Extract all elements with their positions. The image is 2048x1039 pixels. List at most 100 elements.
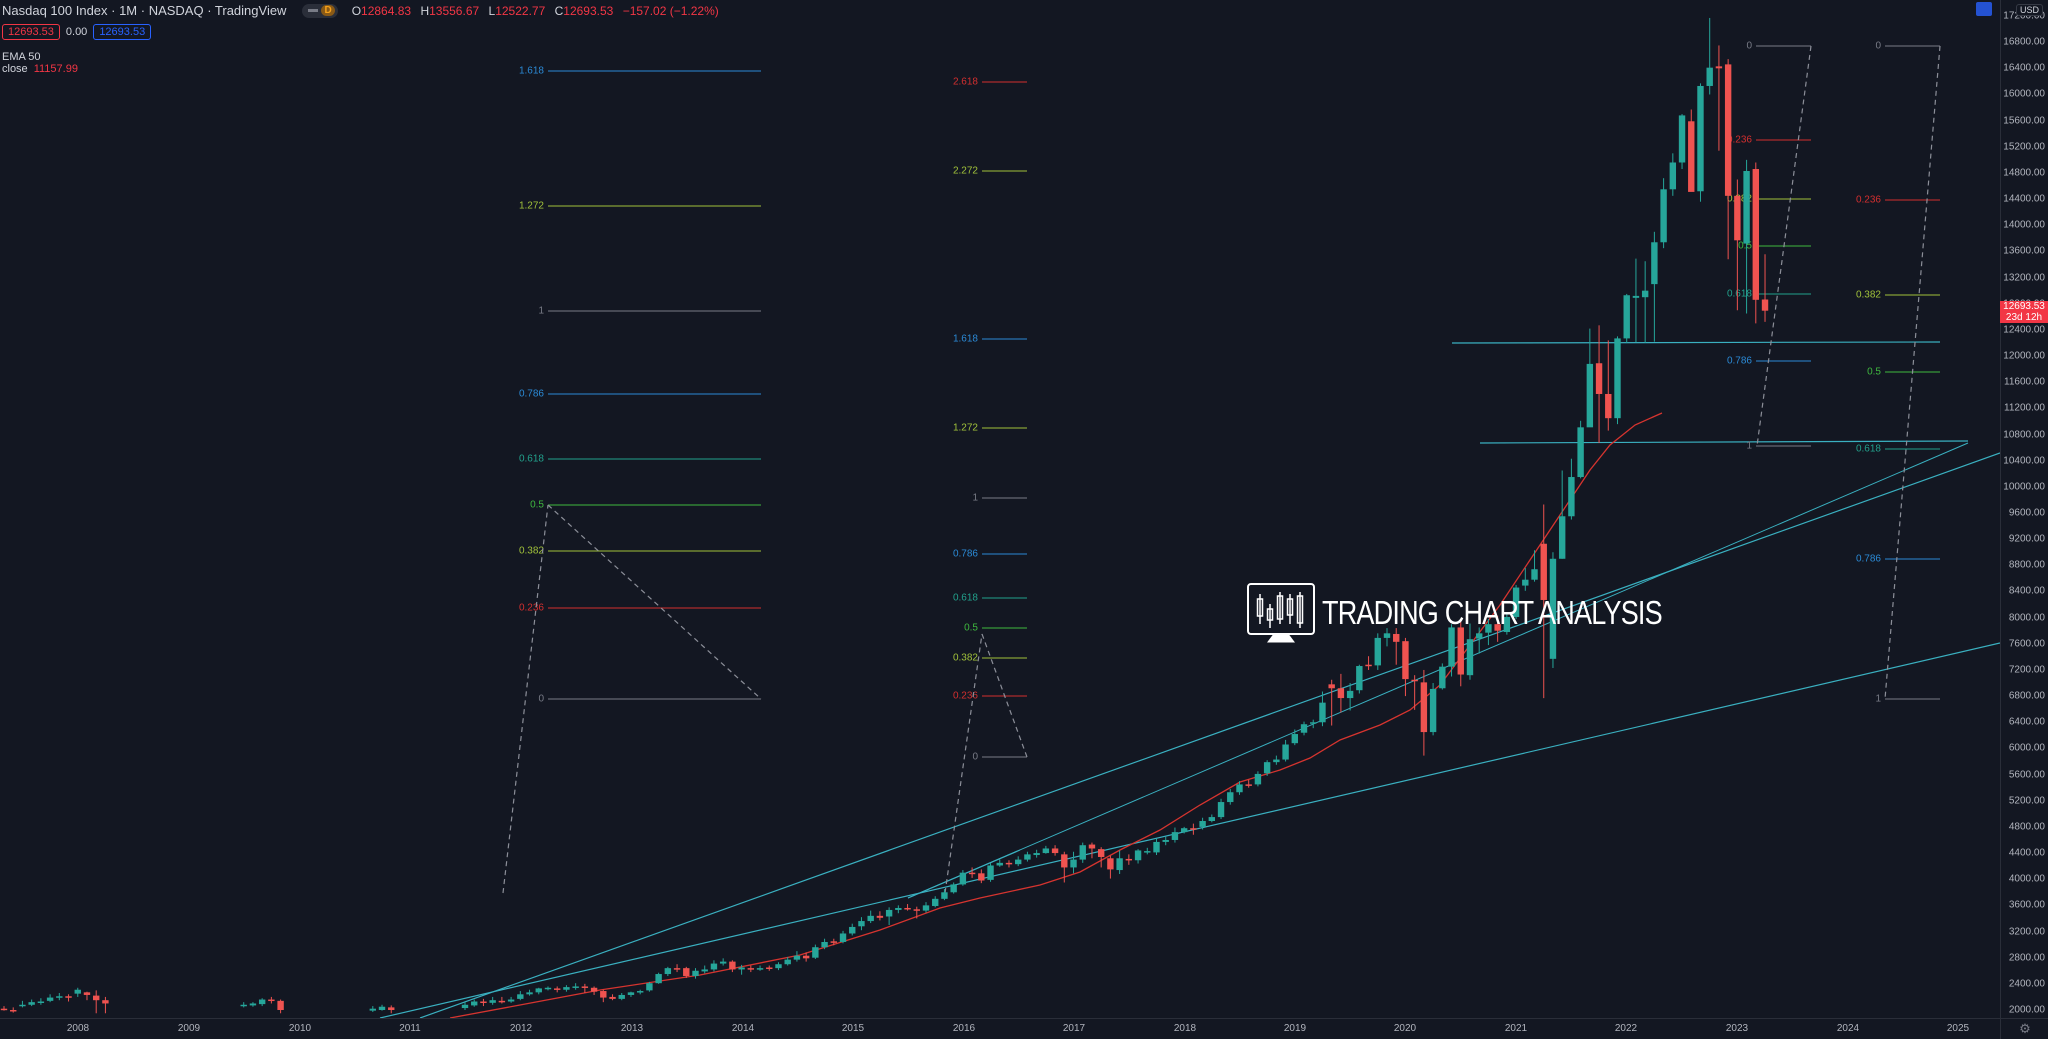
candle-body[interactable] [793,955,801,960]
candle-body[interactable] [885,909,893,917]
buy-price-button[interactable]: 12693.53 [93,24,152,40]
candle-body[interactable] [1678,115,1686,163]
candle-body[interactable] [1180,828,1188,833]
candle-body[interactable] [1005,862,1013,865]
candle-body[interactable] [102,1000,109,1004]
candle-body[interactable] [1512,587,1520,617]
candle-body[interactable] [1245,784,1252,786]
candle-body[interactable] [1429,688,1437,733]
candle-body[interactable] [729,961,736,970]
candle-body[interactable] [1153,841,1160,853]
candle-body[interactable] [572,986,579,988]
candle-body[interactable] [1171,832,1179,840]
candle-body[interactable] [1439,666,1446,689]
candle-body[interactable] [1116,858,1123,871]
candle-body[interactable] [627,992,635,995]
candle-body[interactable] [1328,684,1335,689]
candle-body[interactable] [913,909,920,911]
candle-body[interactable] [1015,859,1022,865]
candle-body[interactable] [1669,162,1677,190]
candle-body[interactable] [876,915,884,918]
candle-body[interactable] [646,983,653,991]
candle-body[interactable] [1577,427,1584,478]
fib-extension-2012[interactable]: 1.618 1.272 1 0.786 0.618 0.5 0.382 0.236 0 [519,66,761,705]
symbol-title[interactable]: Nasdaq 100 Index · 1M · NASDAQ · Trading… [2,3,287,18]
candle-body[interactable] [1310,722,1317,724]
candle-body[interactable] [719,961,727,964]
candle-body[interactable] [830,941,837,943]
horizontal-support-line[interactable] [1451,341,1941,344]
candle-body[interactable] [1254,773,1262,785]
candle-body[interactable] [480,1001,487,1003]
candle-body[interactable] [1457,627,1464,675]
candle-body[interactable] [46,997,54,1001]
candle-body[interactable] [517,994,524,999]
candle-body[interactable] [10,1010,17,1012]
candle-body[interactable] [959,872,967,885]
candle-body[interactable] [1743,170,1750,244]
candle-body[interactable] [1134,850,1142,861]
candle-body[interactable] [1715,66,1723,69]
candle-body[interactable] [932,898,939,907]
candle-body[interactable] [1632,295,1640,298]
candle-body[interactable] [1337,688,1345,699]
candle-body[interactable] [1697,85,1704,192]
candle-body[interactable] [812,947,819,958]
candle-body[interactable] [1190,828,1197,830]
candle-body[interactable] [839,933,847,942]
candle-body[interactable] [74,989,81,994]
candle-body[interactable] [1558,516,1566,559]
candle-body[interactable] [618,994,625,999]
candle-body[interactable] [664,968,672,975]
candle-body[interactable] [802,955,810,959]
candle-body[interactable] [1402,641,1409,680]
candle-body[interactable] [1706,67,1713,86]
candle-body[interactable] [673,968,681,970]
candle-body[interactable] [950,884,957,893]
candle-body[interactable] [1300,724,1308,733]
candle-body[interactable] [1282,744,1289,760]
candle-body[interactable] [655,974,662,984]
candle-body[interactable] [258,999,266,1005]
candle-body[interactable] [1494,624,1501,631]
candle-body[interactable] [636,991,644,993]
time-axis[interactable]: 2008 2009 2010 2011 2012 2013 2014 2015 2016 2017… [0,1018,2000,1039]
trendline-hidden[interactable] [907,442,1969,899]
candle-body[interactable] [461,1004,469,1009]
candle-body[interactable] [867,915,874,922]
price-axis[interactable]: USD 17200.00 16800.00 16400.00 16000.00 1560… [2000,0,2048,1018]
candle-body[interactable] [590,987,598,992]
candle-body[interactable] [1346,690,1354,699]
candle-body[interactable] [784,959,791,965]
candle-body[interactable] [563,987,570,990]
candle-body[interactable] [747,968,755,970]
fib-anchor-dashed[interactable] [547,504,762,700]
candlestick-series[interactable] [0,17,1769,1014]
candle-body[interactable] [710,963,718,970]
candle-body[interactable] [535,988,542,993]
candle-body[interactable] [1024,854,1031,860]
candle-body[interactable] [895,907,902,910]
candle-body[interactable] [738,967,745,970]
fib-retracement-right[interactable]: 0 0.236 0.382 0.5 0.618 0.786 1 [1856,41,1940,705]
candle-body[interactable] [1291,734,1298,744]
candle-body[interactable] [692,970,699,976]
candle-body[interactable] [1411,679,1418,682]
candle-body[interactable] [701,969,708,972]
candle-body[interactable] [378,1006,386,1010]
candle-body[interactable] [369,1008,376,1011]
candle-body[interactable] [1531,569,1538,580]
candle-body[interactable] [240,1004,247,1007]
candle-body[interactable] [1466,639,1474,676]
candle-body[interactable] [978,873,985,881]
candle-body[interactable] [554,988,561,990]
candle-body[interactable] [996,862,1003,866]
candle-body[interactable] [600,991,607,998]
candle-body[interactable] [683,968,690,976]
candle-body[interactable] [756,968,764,970]
candle-body[interactable] [1540,543,1547,600]
candle-body[interactable] [1641,290,1649,298]
candle-body[interactable] [0,1008,8,1011]
candle-body[interactable] [1033,853,1040,856]
